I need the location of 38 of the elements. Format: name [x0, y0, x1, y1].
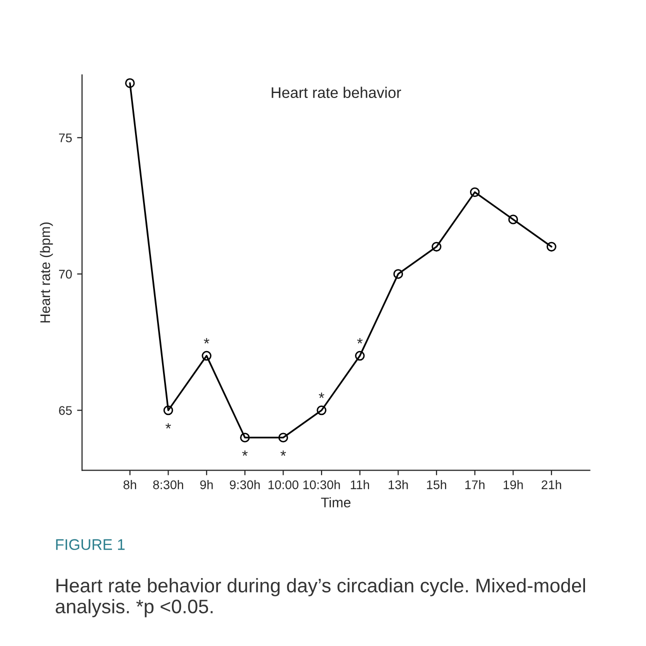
point — [125, 78, 135, 88]
y-tick-label: 65 — [59, 406, 72, 415]
x-tick-label: 10:00 — [268, 480, 298, 490]
point — [240, 432, 250, 442]
x-tick-label: 8h — [124, 480, 136, 490]
y-tick-label: 70 — [59, 270, 72, 279]
annotation: * — [318, 392, 324, 398]
x-tick-label: 13h — [388, 480, 408, 490]
point — [393, 269, 404, 279]
text: Heart rate behavior during day’s circadian cycle. Mixed-model analysis. *p <0.05. — [56, 578, 585, 618]
annotation: * — [166, 423, 171, 429]
point — [470, 187, 480, 198]
point — [546, 242, 556, 252]
x-axis-title: Time — [321, 497, 350, 508]
point — [316, 405, 326, 416]
x-tick-label: 21h — [542, 480, 562, 490]
y-axis-title: Heart rate (bpm) — [40, 222, 53, 322]
x-tick-label: 17h — [465, 480, 484, 490]
point — [508, 214, 518, 224]
x-tick-label: 8:30h — [153, 480, 184, 490]
point — [163, 405, 174, 416]
point — [202, 350, 212, 361]
x-tick-label: 15h — [427, 480, 446, 490]
x-tick-label: 11h — [350, 480, 370, 490]
point — [278, 432, 288, 442]
point — [432, 242, 442, 252]
point — [355, 350, 365, 361]
caption: FIGURE 1 — [56, 539, 125, 550]
text: Heart rate behavior — [272, 86, 402, 98]
annotation: * — [242, 450, 248, 456]
y-tick-label: 75 — [59, 134, 72, 142]
annotation: * — [280, 450, 286, 456]
x-tick-label: 9:30h — [230, 480, 260, 490]
annotation: * — [204, 338, 210, 344]
x-tick-label: 9h — [200, 480, 213, 490]
x-tick-label: 10:30h — [303, 480, 340, 490]
x-tick-label: 19h — [504, 480, 523, 490]
annotation: * — [357, 338, 363, 344]
